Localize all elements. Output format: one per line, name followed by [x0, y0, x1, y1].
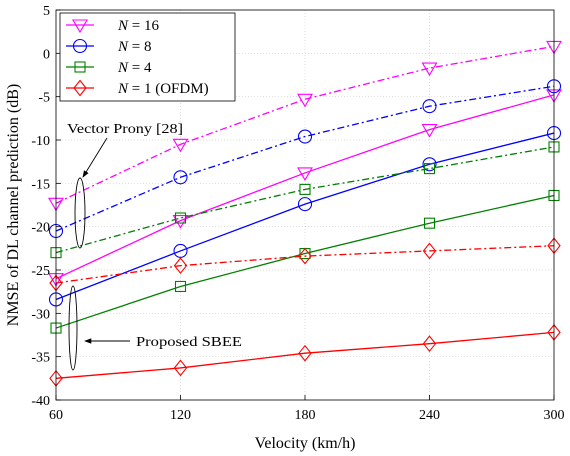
vector-prony-arrow	[82, 137, 108, 178]
annotation-proposed: Proposed SBEE	[68, 285, 242, 371]
series-line-triangle-down-proposed	[55, 94, 555, 280]
x-tick-label: 240	[419, 408, 440, 423]
data-point-circle-proposed	[422, 157, 437, 172]
legend-box	[59, 12, 236, 102]
x-tick-label: 120	[170, 408, 191, 423]
legend-entry: N = 4	[117, 60, 152, 76]
legend-entry: N = 8	[117, 39, 151, 55]
data-point-circle-vector-prony	[297, 129, 313, 144]
data-point-triangle-down-proposed	[421, 124, 438, 138]
series-line-square-vector-prony	[55, 146, 555, 254]
data-point-triangle-down-vector-prony	[421, 62, 438, 77]
legend-entry-symbol: N	[117, 81, 129, 97]
x-axis-ticks: 60 120 180 240 300	[49, 395, 565, 423]
data-point-diamond-vector-prony	[422, 242, 437, 260]
legend-marker	[72, 38, 88, 54]
y-tick-label: -40	[31, 394, 50, 409]
legend-marker	[72, 19, 88, 34]
x-tick-label: 180	[295, 408, 316, 423]
x-axis-label: Velocity (km/h)	[255, 435, 356, 452]
data-point-diamond-proposed	[173, 359, 188, 377]
data-point-square-vector-prony	[299, 183, 311, 195]
series-line-circle-vector-prony	[55, 85, 555, 232]
data-point-circle-proposed	[297, 197, 313, 212]
data-point-circle-vector-prony	[422, 99, 437, 114]
data-point-diamond-proposed	[298, 344, 312, 362]
series-line-triangle-down-vector-prony	[55, 45, 555, 204]
y-tick-label: 0	[43, 47, 50, 62]
series-line-diamond-proposed	[55, 331, 555, 379]
legend-marker	[73, 79, 87, 97]
series-line-diamond-vector-prony	[55, 245, 555, 284]
vector-prony-ellipse	[74, 177, 86, 249]
data-point-diamond-proposed	[422, 335, 437, 353]
legend-entry-symbol: N	[117, 60, 129, 76]
data-point-square-vector-prony	[423, 163, 436, 175]
data-point-diamond-vector-prony	[298, 247, 312, 265]
data-point-circle-vector-prony	[173, 170, 188, 185]
y-axis-ticks: 5 0 -5 -10 -15 -20 -25 -30 -35 -40	[31, 4, 61, 409]
vector-prony-label: Vector Prony [28]	[67, 122, 183, 137]
y-tick-label: -35	[31, 351, 50, 366]
series-lines	[55, 45, 555, 379]
annotation-vector-prony: Vector Prony [28]	[67, 122, 183, 249]
data-point-triangle-down-vector-prony	[172, 138, 189, 153]
y-tick-label: 5	[43, 4, 50, 19]
proposed-ellipse	[68, 285, 78, 371]
legend-entry-symbol: N	[117, 18, 129, 34]
data-point-square-proposed	[174, 280, 187, 293]
legend-entry-text: = 1 (OFDM)	[128, 81, 209, 97]
y-tick-label: -25	[31, 264, 50, 279]
legend-entry-text: = 16	[128, 18, 159, 34]
y-tick-label: -10	[31, 134, 50, 149]
y-tick-label: -5	[38, 91, 50, 106]
data-point-triangle-down-vector-prony	[297, 93, 313, 108]
data-point-triangle-down-proposed	[297, 167, 313, 182]
legend-entry-symbol: N	[117, 39, 129, 55]
data-point-square-proposed	[423, 217, 436, 229]
legend-marker	[74, 61, 86, 73]
proposed-label: Proposed SBEE	[136, 335, 242, 350]
y-axis-label: NMSE of DL channel prediction (dB)	[5, 84, 22, 326]
legend-entry-text: = 4	[128, 60, 152, 76]
x-tick-label: 300	[544, 408, 565, 423]
y-tick-label: -20	[31, 221, 50, 236]
legend-entry-text: = 8	[128, 39, 151, 55]
data-point-diamond-vector-prony	[173, 257, 188, 275]
y-tick-label: -15	[31, 177, 50, 192]
series-line-circle-proposed	[55, 132, 555, 301]
y-tick-label: -30	[31, 307, 50, 322]
data-point-triangle-down-proposed	[172, 215, 189, 229]
x-tick-label: 60	[49, 408, 63, 423]
legend-entry: N = 16	[117, 18, 159, 34]
legend: N = 16N = 8N = 4N = 1 (OFDM)	[59, 12, 236, 102]
series-line-square-proposed	[55, 194, 555, 329]
legend-entry: N = 1 (OFDM)	[117, 81, 209, 97]
data-point-square-vector-prony	[174, 212, 187, 224]
